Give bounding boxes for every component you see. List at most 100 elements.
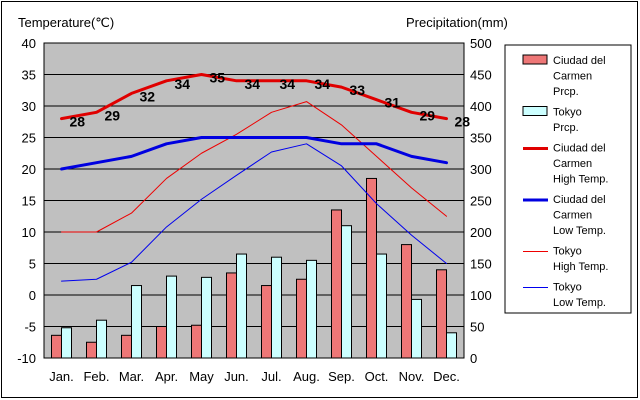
bar [366,177,377,359]
bar [306,259,317,359]
x-tick-label: Aug. [293,369,320,384]
data-label: 32 [140,88,156,104]
legend-label: Carmen [553,210,592,222]
left-tick-label: 15 [22,194,36,209]
data-label: 34 [175,76,191,92]
right-tick-label: 200 [470,225,492,240]
bar [261,285,272,359]
legend-label: High Temp. [553,261,608,273]
bar [121,334,132,359]
left-tick-label: 0 [29,288,36,303]
legend-label: Low Temp. [553,225,606,237]
bar [341,225,352,359]
left-tick-label: -10 [17,351,36,366]
x-tick-label: Dec. [433,369,460,384]
bars [51,177,457,359]
legend-label: High Temp. [553,174,608,186]
bar [96,319,107,359]
bar [166,275,177,359]
bar [331,209,342,359]
right-tick-label: 300 [470,162,492,177]
x-axis-ticks: Jan. Feb. Mar. Apr. May Jun. Jul. Aug. Sep. Oct. N… [49,369,460,384]
right-tick-label: 450 [470,68,492,83]
data-label: 28 [455,114,471,130]
x-tick-label: Oct. [365,369,389,384]
legend-swatch [522,106,548,116]
legend-label: Tokyo [553,246,582,258]
x-tick-label: Apr. [155,369,178,384]
data-label: 29 [105,107,121,123]
data-label: 31 [385,95,401,111]
data-label: 33 [350,82,366,98]
bar [401,244,412,359]
data-label: 28 [70,114,86,130]
data-label: 34 [280,76,296,92]
bar [51,334,62,359]
bar [201,276,212,359]
bar [436,269,447,359]
x-tick-label: Jan. [49,369,74,384]
bar [236,253,247,359]
left-tick-label: -5 [24,320,36,335]
legend-label: Ciudad del [553,194,606,206]
legend-label: Ciudad del [553,55,606,67]
bar [191,324,202,359]
x-tick-label: Jun. [224,369,249,384]
legend-swatch [522,54,548,65]
right-tick-label: 150 [470,257,492,272]
series-line [61,101,447,233]
left-axis-title: Temperature(℃) [18,15,114,30]
right-tick-label: 250 [470,194,492,209]
legend-label: Carmen [553,158,592,170]
x-tick-label: Sep. [328,369,355,384]
legend-label: Carmen [553,71,592,83]
bar [446,332,457,359]
data-labels: 28 29 32 34 35 34 34 34 33 31 29 28 [70,70,471,130]
data-label: 34 [245,76,261,92]
bar [296,278,307,359]
x-tick-label: Nov. [399,369,425,384]
x-tick-label: Mar. [119,369,144,384]
x-tick-label: May [189,369,214,384]
bar [86,341,97,359]
left-tick-label: 35 [22,68,36,83]
series-line [60,136,448,171]
left-tick-label: 30 [22,99,36,114]
series-line [60,73,448,121]
bar [376,253,387,359]
legend-label: Prcp. [553,122,579,134]
bar [131,285,142,359]
left-tick-label: 20 [22,162,36,177]
bar [156,326,167,359]
legend-label: Tokyo [553,107,582,119]
left-tick-label: 10 [22,225,36,240]
data-label: 29 [420,107,436,123]
legend-box [504,44,632,314]
left-tick-label: 25 [22,131,36,146]
legend: Ciudad del Carmen Prcp. Tokyo Prcp. Ciudad de… [522,54,608,309]
data-label: 35 [210,70,226,86]
right-tick-label: 0 [470,351,477,366]
left-tick-label: 5 [29,257,36,272]
legend-label: Ciudad del [553,143,606,155]
right-tick-label: 100 [470,288,492,303]
right-tick-label: 400 [470,99,492,114]
left-axis-ticks: 40 35 30 25 20 15 10 5 0 -5 -10 [17,36,36,366]
bar [411,298,422,359]
x-tick-label: Jul. [261,369,281,384]
right-tick-label: 50 [470,320,484,335]
data-label: 34 [315,76,331,92]
right-axis-title: Precipitation(mm) [406,15,508,30]
bar [271,256,282,359]
bar [226,272,237,359]
right-tick-label: 350 [470,131,492,146]
legend-label: Prcp. [553,86,579,98]
legend-label: Low Temp. [553,297,606,309]
right-tick-label: 500 [470,36,492,51]
bar [61,327,72,359]
legend-label: Tokyo [553,282,582,294]
series-line [61,143,447,282]
left-tick-label: 40 [22,36,36,51]
